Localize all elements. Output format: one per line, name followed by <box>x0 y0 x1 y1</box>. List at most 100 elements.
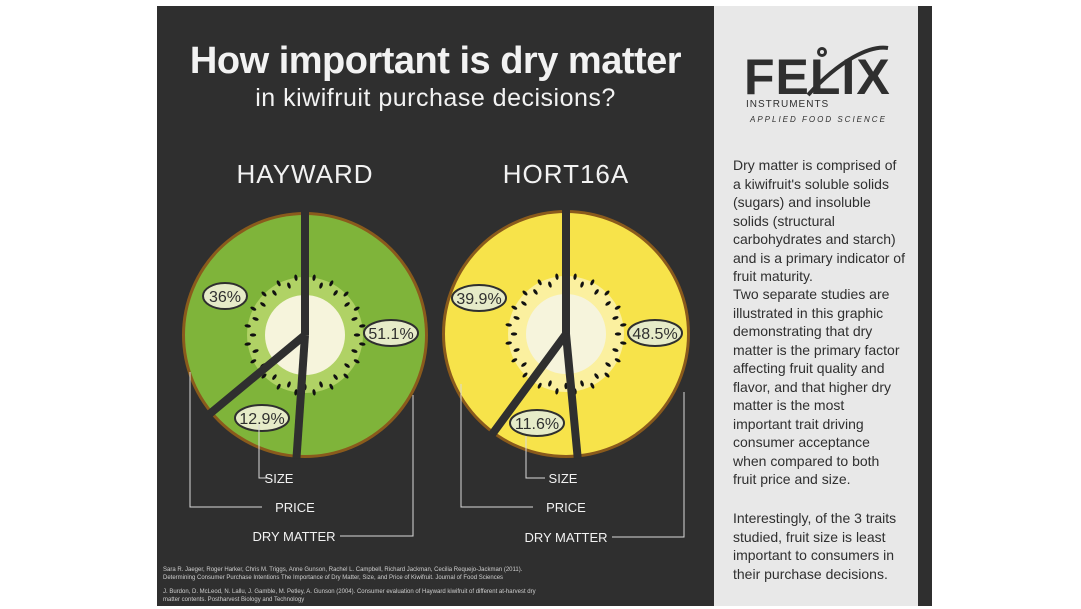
reference-1: Sara R. Jaeger, Roger Harker, Chris M. T… <box>163 567 523 581</box>
seed <box>537 279 542 286</box>
value-label: 48.5% <box>632 326 677 343</box>
page-title: How important is dry matter <box>189 40 682 82</box>
seed <box>548 380 552 387</box>
seed <box>573 273 577 280</box>
slice-divider <box>562 333 582 459</box>
value-label-bg <box>234 404 290 432</box>
value-label-bg <box>451 284 507 312</box>
seed <box>294 389 298 396</box>
seed <box>260 302 266 307</box>
side-paragraph-3: Interestingly, of the 3 traits studied, … <box>733 510 897 582</box>
seed <box>344 363 350 368</box>
seed <box>604 372 610 378</box>
seed <box>522 290 528 296</box>
seed <box>319 282 323 289</box>
legend-label-dry-matter: DRY MATTER <box>524 530 607 545</box>
seed <box>276 383 281 390</box>
seed <box>614 358 621 363</box>
value-label-bg <box>202 282 248 310</box>
seed <box>612 316 619 320</box>
seed <box>510 332 518 336</box>
side-paragraph-2: Two separate studies are illustrated in … <box>733 286 900 487</box>
seed <box>513 348 520 352</box>
seed <box>522 372 528 378</box>
slice-divider <box>488 331 570 438</box>
seed <box>580 380 584 387</box>
side-paragraph-1: Dry matter is comprised of a kiwifruit's… <box>733 157 905 284</box>
seed <box>521 301 527 306</box>
legend-connector <box>258 425 268 479</box>
seed <box>343 373 349 379</box>
value-label: 51.1% <box>368 326 413 343</box>
seed <box>250 359 257 364</box>
seed <box>294 274 298 281</box>
seed <box>351 349 358 353</box>
seed <box>333 290 338 296</box>
seed <box>513 316 520 320</box>
value-label: 12.9% <box>239 411 284 428</box>
seed <box>343 291 349 297</box>
seed <box>614 305 621 310</box>
seed <box>272 290 277 296</box>
seed <box>604 290 610 296</box>
legend-label-dry-matter: DRY MATTER <box>252 529 335 544</box>
seed <box>353 306 360 311</box>
seed <box>620 323 627 327</box>
seed <box>605 301 611 306</box>
seed <box>244 324 251 328</box>
value-label: 39.9% <box>456 291 501 308</box>
value-label-bg <box>627 319 683 347</box>
seed <box>312 274 316 281</box>
seed <box>590 382 595 389</box>
logo-swoosh-icon <box>806 45 889 97</box>
seed <box>351 317 358 321</box>
value-label: 11.6% <box>515 416 559 433</box>
legend-label-price: PRICE <box>275 500 315 515</box>
seed <box>555 388 559 395</box>
seed <box>329 280 334 287</box>
legend-label-price: PRICE <box>546 500 586 515</box>
seed <box>287 282 291 289</box>
seed <box>533 289 538 295</box>
seed <box>537 382 542 389</box>
legend-connector <box>612 392 685 538</box>
seed <box>620 341 627 345</box>
seed <box>359 342 366 346</box>
seed <box>312 389 316 396</box>
seed <box>319 381 323 388</box>
seed <box>511 305 518 310</box>
slice-divider <box>292 334 309 459</box>
legend-connector <box>189 372 262 508</box>
legend-label-size: SIZE <box>265 471 294 486</box>
logo-wordmark: FELIX <box>744 49 891 105</box>
seed <box>505 323 512 327</box>
legend-connector <box>340 395 414 537</box>
seed <box>250 306 257 311</box>
pie-chart-0: HAYWARD 51.1% 12.9% 36% SIZE PRICE DRY MATTER <box>182 159 428 544</box>
seed <box>505 341 512 345</box>
seed <box>614 332 622 336</box>
seed <box>580 281 584 288</box>
seed <box>276 280 281 287</box>
seed <box>605 362 611 367</box>
seed <box>590 279 595 286</box>
seed <box>353 359 360 364</box>
seed <box>249 333 257 337</box>
logo-tagline: APPLIED FOOD SCIENCE <box>750 115 887 124</box>
seed <box>261 373 267 379</box>
legend-label-size: SIZE <box>549 471 578 486</box>
slice-divider <box>206 331 308 418</box>
seed <box>612 348 619 352</box>
seed <box>252 317 259 321</box>
chart-title: HAYWARD <box>237 159 374 189</box>
seed <box>594 373 599 379</box>
value-label: 36% <box>209 289 241 306</box>
seed <box>252 349 259 353</box>
side-panel <box>714 6 918 606</box>
seed <box>521 362 527 367</box>
seed <box>359 324 366 328</box>
chart-title: HORT16A <box>503 159 629 189</box>
seed <box>594 289 599 295</box>
legend-connector <box>460 384 533 508</box>
